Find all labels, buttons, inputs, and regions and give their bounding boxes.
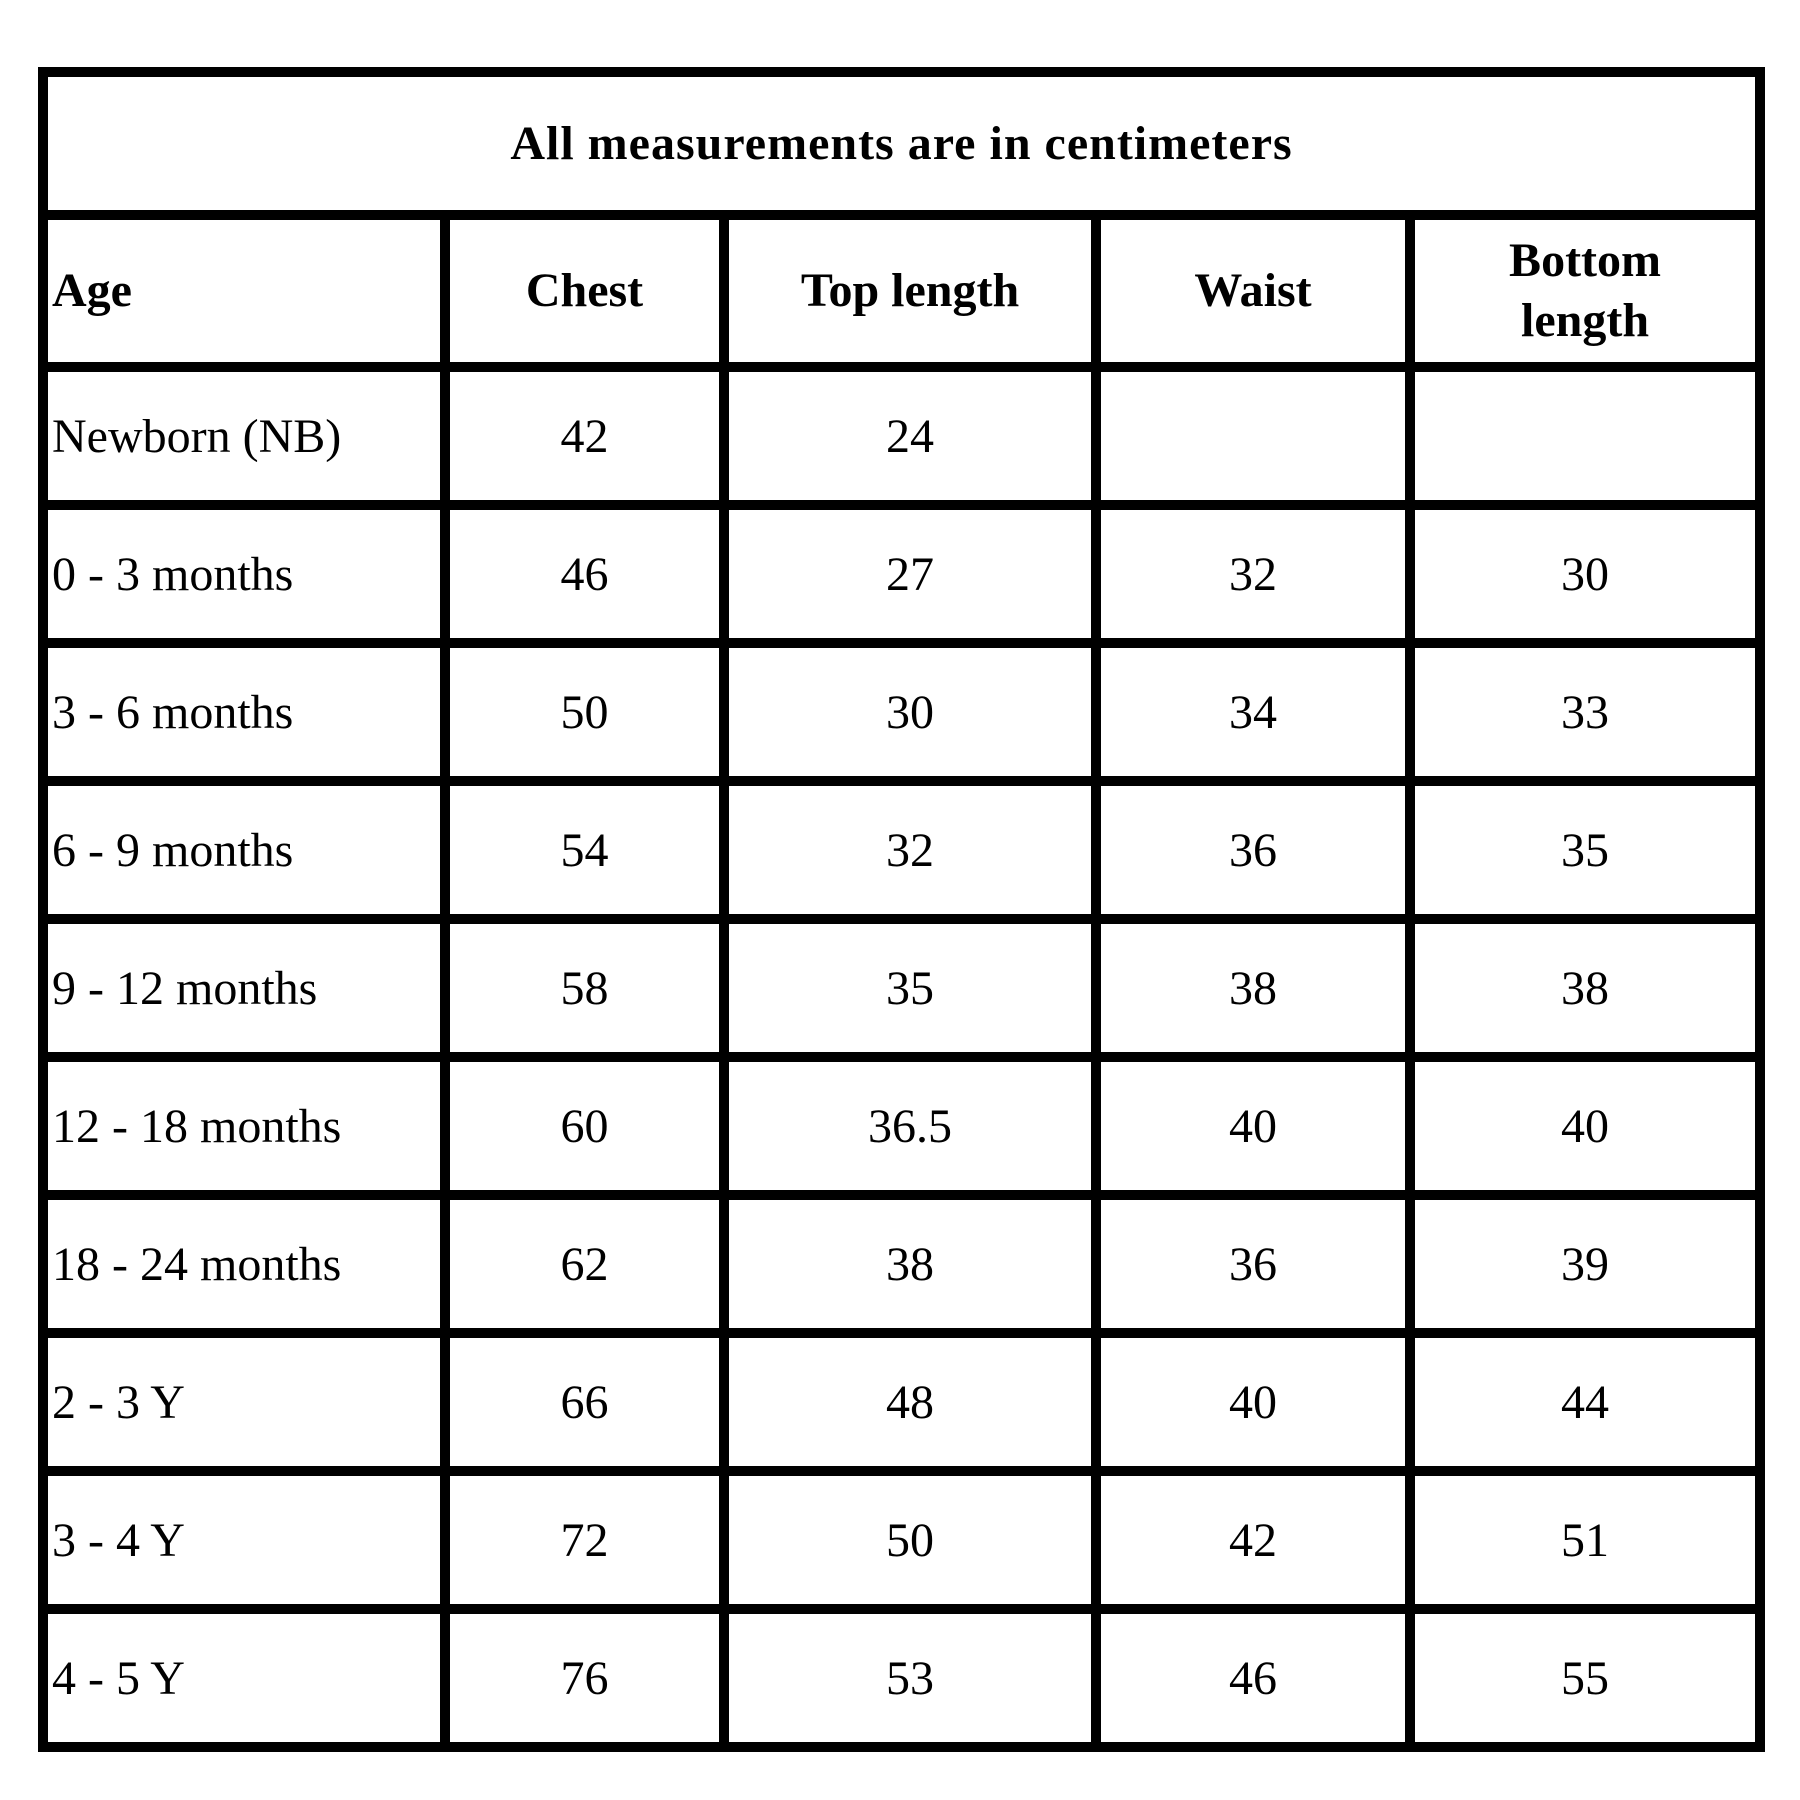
row-age-label: 4 - 5 Y [38,1604,450,1752]
table-row: 18 - 24 months 62 38 36 39 [38,1190,1766,1338]
table-row: 12 - 18 months 60 36.5 40 40 [38,1052,1766,1200]
measurement-cell: 36 [1091,776,1415,924]
table-row: 4 - 5 Y 76 53 46 55 [38,1604,1766,1752]
measurement-cell: 35 [719,914,1101,1062]
measurement-cell: 32 [1091,500,1415,648]
measurement-cell [1091,362,1415,510]
column-header-top-length: Top length [719,210,1101,372]
table-caption: All measurements are in centimeters [37,67,1766,220]
measurement-cell: 40 [1091,1328,1415,1476]
measurement-cell: 40 [1091,1052,1415,1200]
measurement-cell: 34 [1091,638,1415,786]
row-age-label: 2 - 3 Y [38,1328,450,1476]
measurement-cell: 72 [440,1466,729,1614]
row-age-label: 3 - 4 Y [38,1466,450,1614]
row-age-label: 12 - 18 months [38,1052,450,1200]
measurement-cell: 44 [1404,1328,1766,1476]
measurement-cell: 46 [440,500,729,648]
row-age-label: 6 - 9 months [38,776,450,924]
measurement-cell: 60 [440,1052,729,1200]
measurement-cell: 76 [440,1604,729,1752]
size-chart-table: All measurements are in centimeters Age … [37,67,1766,1752]
column-header-chest: Chest [440,210,729,372]
measurement-cell: 50 [719,1466,1101,1614]
table-row: Newborn (NB) 42 24 [38,362,1766,510]
measurement-cell: 48 [719,1328,1101,1476]
measurement-cell: 54 [440,776,729,924]
measurement-cell: 30 [1404,500,1766,648]
measurement-cell: 51 [1404,1466,1766,1614]
measurement-cell: 24 [719,362,1101,510]
measurement-cell [1404,362,1766,510]
table-header-row: Age Chest Top length Waist Bottom length [38,210,1766,372]
measurement-cell: 42 [440,362,729,510]
row-age-label: 9 - 12 months [38,914,450,1062]
table-row: 0 - 3 months 46 27 32 30 [38,500,1766,648]
measurement-cell: 36 [1091,1190,1415,1338]
column-header-age: Age [38,210,450,372]
measurement-cell: 53 [719,1604,1101,1752]
measurement-cell: 32 [719,776,1101,924]
table-body: Newborn (NB) 42 24 0 - 3 months 46 27 32 30 3 - … [38,362,1766,1752]
table-row: 2 - 3 Y 66 48 40 44 [38,1328,1766,1476]
measurement-cell: 39 [1404,1190,1766,1338]
measurement-cell: 36.5 [719,1052,1101,1200]
measurement-cell: 40 [1404,1052,1766,1200]
table-row: 9 - 12 months 58 35 38 38 [38,914,1766,1062]
measurement-cell: 38 [1404,914,1766,1062]
measurement-cell: 55 [1404,1604,1766,1752]
table-row: 3 - 6 months 50 30 34 33 [38,638,1766,786]
measurement-cell: 38 [1091,914,1415,1062]
measurement-cell: 27 [719,500,1101,648]
column-header-waist: Waist [1091,210,1415,372]
measurement-cell: 35 [1404,776,1766,924]
row-age-label: 3 - 6 months [38,638,450,786]
table-row: 6 - 9 months 54 32 36 35 [38,776,1766,924]
measurement-cell: 38 [719,1190,1101,1338]
measurement-cell: 33 [1404,638,1766,786]
measurement-cell: 30 [719,638,1101,786]
row-age-label: 18 - 24 months [38,1190,450,1338]
measurement-cell: 46 [1091,1604,1415,1752]
row-age-label: 0 - 3 months [38,500,450,648]
measurement-cell: 66 [440,1328,729,1476]
measurement-cell: 42 [1091,1466,1415,1614]
measurement-cell: 62 [440,1190,729,1338]
measurement-cell: 50 [440,638,729,786]
column-header-bottom-length: Bottom length [1404,210,1766,372]
row-age-label: Newborn (NB) [38,362,450,510]
table-caption-row: All measurements are in centimeters [37,67,1766,220]
table-row: 3 - 4 Y 72 50 42 51 [38,1466,1766,1614]
measurement-cell: 58 [440,914,729,1062]
